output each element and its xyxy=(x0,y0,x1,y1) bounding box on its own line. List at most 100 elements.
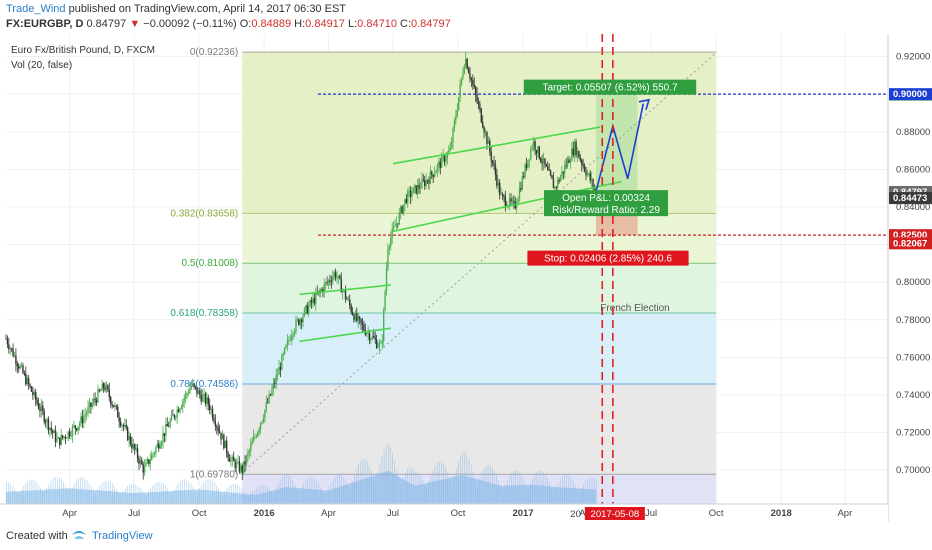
candle-body xyxy=(493,163,495,166)
candle-body xyxy=(98,389,101,392)
candle-body xyxy=(482,121,484,128)
candle-body xyxy=(384,290,386,310)
candle-body xyxy=(377,346,379,348)
candle-body xyxy=(211,408,214,419)
candle-body xyxy=(324,282,327,285)
candle-body xyxy=(197,390,200,395)
price-label-bg xyxy=(889,88,932,101)
candle-body xyxy=(207,397,209,405)
candle-body xyxy=(244,461,246,465)
candle-body xyxy=(166,424,168,427)
candle-body xyxy=(511,200,514,202)
candle-body xyxy=(431,171,433,175)
candle-body xyxy=(583,165,586,171)
candle-body xyxy=(435,171,437,174)
channel-line xyxy=(392,180,622,233)
candle-body xyxy=(448,150,450,153)
candle-body xyxy=(501,194,504,196)
candle-body xyxy=(170,414,173,421)
candle-body xyxy=(139,459,142,464)
candle-body xyxy=(573,141,576,156)
candle-body xyxy=(128,435,130,441)
candle-body xyxy=(281,355,283,370)
candle-body xyxy=(424,180,426,186)
candle-body xyxy=(504,196,507,206)
candle-body xyxy=(142,464,144,473)
time-tick-label: Oct xyxy=(709,508,724,519)
candle-body xyxy=(426,180,429,181)
tradingview-brand[interactable]: TradingView xyxy=(92,530,153,542)
candle-body xyxy=(165,424,167,437)
candle-body xyxy=(288,340,290,341)
highlight-date-bg xyxy=(584,507,645,520)
candle-body xyxy=(418,184,420,189)
channel-line xyxy=(392,126,601,165)
candle-body xyxy=(541,161,543,164)
candle-body xyxy=(94,398,96,401)
candle-body xyxy=(220,432,222,440)
candle-body xyxy=(19,365,21,369)
candle-body xyxy=(177,409,180,413)
candle-body xyxy=(132,444,135,449)
candle-body xyxy=(569,160,572,163)
chart-header: Trade_Wind published on TradingView.com,… xyxy=(0,0,932,34)
candle-body xyxy=(53,430,55,433)
candle-body xyxy=(13,355,16,357)
candle-body xyxy=(320,289,323,291)
candle-body xyxy=(261,421,263,424)
candle-body xyxy=(16,364,19,367)
candle-body xyxy=(405,198,408,203)
candle-body xyxy=(259,423,262,429)
candle-body xyxy=(213,418,215,422)
candle-body xyxy=(421,179,423,189)
candle-body xyxy=(114,405,116,408)
candle-body xyxy=(151,454,153,461)
candle-body xyxy=(528,159,531,161)
price-tick-label: 0.70000 xyxy=(896,465,930,476)
candle-body xyxy=(349,299,351,306)
high-value: 0.84917 xyxy=(305,18,345,30)
candle-body xyxy=(231,456,234,461)
candle-body xyxy=(487,140,490,144)
candle-body xyxy=(46,419,48,423)
candle-body xyxy=(104,387,106,391)
candle-body xyxy=(241,465,243,473)
candle-body xyxy=(107,385,109,390)
channel-line xyxy=(299,327,391,343)
legend-symbol: Euro Fx/British Pound, D, FXCM xyxy=(11,45,155,56)
candle-body xyxy=(124,425,126,427)
candle-body xyxy=(535,150,538,154)
candle-body xyxy=(571,148,573,161)
candle-body xyxy=(515,203,518,208)
candle-body xyxy=(353,314,355,321)
candle-body xyxy=(486,132,488,144)
candle-body xyxy=(228,457,231,462)
candle-body xyxy=(43,410,45,422)
candle-body xyxy=(271,389,273,396)
candle-body xyxy=(182,401,184,407)
candle-body xyxy=(134,444,136,450)
candle-body xyxy=(590,179,593,181)
candle-body xyxy=(300,319,303,323)
candle-body xyxy=(18,366,20,369)
candle-body xyxy=(148,459,150,464)
candle-body xyxy=(112,404,115,408)
candle-body xyxy=(457,97,460,110)
candle-body xyxy=(419,188,422,189)
fib-level-label: 1(0.69780) xyxy=(190,469,238,480)
candle-body xyxy=(296,319,299,321)
candle-body xyxy=(445,158,447,162)
stop-label: Stop: 0.02406 (2.85%) 240.6 xyxy=(544,254,672,265)
candle-body xyxy=(332,276,334,282)
candle-body xyxy=(450,142,453,148)
truncated-date-label: 20 xyxy=(570,509,581,520)
candle-body xyxy=(20,365,23,367)
candle-body xyxy=(26,378,28,385)
price-chart[interactable]: 0(0.92236) 0.382(0.83658) 0.5(0.81008) 0.61… xyxy=(0,34,932,522)
candle-body xyxy=(312,297,314,303)
candle-body xyxy=(56,438,58,442)
candle-body xyxy=(200,394,202,402)
author-link[interactable]: Trade_Wind xyxy=(6,3,66,15)
candle-body xyxy=(313,297,316,304)
candle-body xyxy=(175,417,177,419)
